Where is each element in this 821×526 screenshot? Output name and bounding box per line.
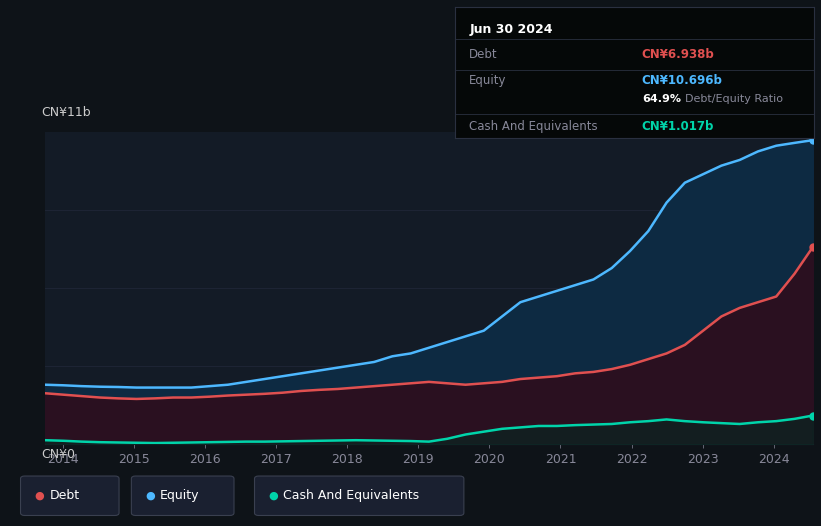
Text: CN¥1.017b: CN¥1.017b <box>642 119 714 133</box>
Text: 64.9%: 64.9% <box>642 94 681 104</box>
Text: Equity: Equity <box>470 74 507 87</box>
Text: Jun 30 2024: Jun 30 2024 <box>470 23 553 36</box>
Text: Cash And Equivalents: Cash And Equivalents <box>470 119 598 133</box>
Text: CN¥0: CN¥0 <box>41 448 76 461</box>
Text: ●: ● <box>268 490 278 501</box>
Text: CN¥6.938b: CN¥6.938b <box>642 48 714 61</box>
Text: ●: ● <box>145 490 155 501</box>
Text: CN¥10.696b: CN¥10.696b <box>642 74 722 87</box>
Text: Cash And Equivalents: Cash And Equivalents <box>283 489 420 502</box>
Text: Debt: Debt <box>49 489 80 502</box>
Text: Debt/Equity Ratio: Debt/Equity Ratio <box>685 94 783 104</box>
Text: Equity: Equity <box>160 489 200 502</box>
Text: Debt: Debt <box>470 48 498 61</box>
Text: ●: ● <box>34 490 44 501</box>
Text: CN¥11b: CN¥11b <box>41 106 91 119</box>
